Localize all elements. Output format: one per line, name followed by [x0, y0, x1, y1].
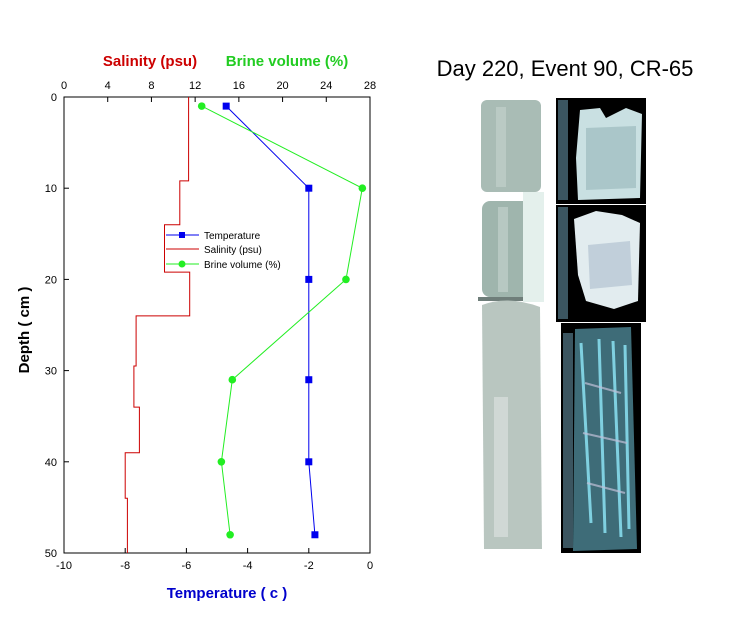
x-bottom-tick-label: -2 — [304, 560, 314, 572]
brine-volume-point — [228, 375, 237, 384]
y-tick-label: 30 — [45, 366, 57, 378]
salinity-axis-title: Salinity (psu) — [103, 53, 197, 70]
brine-axis-title: Brine volume (%) — [226, 53, 349, 70]
series-line-brine — [201, 105, 363, 535]
y-tick-label: 10 — [45, 183, 57, 195]
thin-section-bottom-image — [563, 327, 637, 551]
legend: Temperature Salinity (psu) Brine volume … — [166, 231, 281, 271]
brine-volume-point — [342, 275, 350, 284]
x-top-tick-label: 24 — [320, 80, 332, 92]
brine-volume-point — [358, 184, 367, 192]
temperature-point — [305, 184, 313, 192]
x-top-tick-label: 8 — [148, 80, 154, 92]
legend-salinity-label: Salinity (psu) — [204, 245, 262, 256]
depth-axis-title: Depth ( cm ) — [16, 287, 33, 374]
x-bottom-tick-label: -4 — [243, 560, 253, 572]
x-top-tick-label: 20 — [276, 80, 288, 92]
legend-temperature-label: Temperature — [204, 231, 261, 242]
x-bottom-tick-label: -10 — [56, 560, 72, 572]
brine-volume-point — [217, 458, 226, 466]
brine-volume-point — [226, 530, 234, 539]
brine-volume-point — [197, 102, 206, 110]
ice-core-thick-section-image — [478, 100, 544, 549]
x-bottom-tick-label: -8 — [120, 560, 130, 572]
y-tick-label: 20 — [45, 274, 57, 286]
temperature-point — [305, 275, 313, 283]
x-bottom-tick-label: 0 — [367, 560, 373, 572]
x-top-tick-label: 4 — [105, 80, 111, 92]
series-layer — [124, 97, 367, 553]
temperature-point — [222, 102, 230, 110]
thin-section-bottom-photo — [561, 323, 641, 553]
thin-section-top-image — [558, 100, 642, 200]
legend-brine-marker — [178, 260, 186, 268]
temperature-point — [305, 376, 313, 384]
legend-temperature-marker — [179, 232, 185, 238]
thin-section-middle-image — [558, 207, 640, 319]
photo-title: Day 220, Event 90, CR-65 — [436, 56, 694, 81]
x-bottom-tick-label: -6 — [182, 560, 192, 572]
series-line-temperature — [225, 105, 316, 535]
temperature-point — [311, 531, 319, 539]
y-tick-label: 0 — [51, 92, 57, 104]
x-top-tick-label: 12 — [189, 80, 201, 92]
y-tick-label: 40 — [45, 457, 57, 469]
thin-section-middle-photo — [556, 205, 646, 322]
x-top-tick-label: 16 — [233, 80, 245, 92]
plot-frame — [63, 96, 371, 554]
x-top-tick-label: 28 — [364, 80, 376, 92]
legend-brine-label: Brine volume (%) — [204, 260, 281, 271]
temperature-point — [305, 458, 313, 466]
x-top-tick-label: 0 — [61, 80, 67, 92]
series-line-salinity — [124, 97, 191, 553]
y-tick-label: 50 — [45, 548, 57, 560]
temperature-axis-title: Temperature ( c ) — [167, 585, 288, 602]
ice-core-photo-thick-section — [478, 97, 544, 554]
thin-section-top-photo — [556, 98, 646, 204]
